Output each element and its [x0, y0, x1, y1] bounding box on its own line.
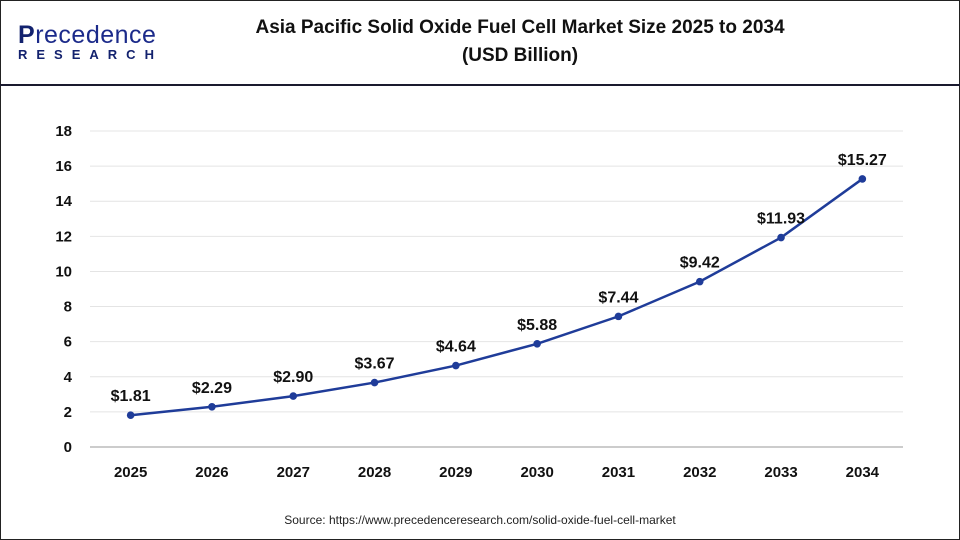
data-label: $1.81 — [111, 388, 151, 405]
data-point — [289, 392, 298, 400]
header: Precedence RESEARCH Asia Pacific Solid O… — [0, 0, 960, 86]
data-label: $5.88 — [517, 317, 557, 334]
data-point — [614, 312, 623, 321]
y-tick-label: 2 — [64, 404, 72, 421]
data-point — [695, 277, 704, 286]
series-line — [130, 177, 864, 417]
data-label: $7.44 — [598, 289, 638, 306]
y-tick-label: 6 — [64, 334, 72, 351]
x-tick-label: 2031 — [602, 464, 635, 481]
y-tick-label: 16 — [55, 158, 72, 175]
y-tick-label: 10 — [55, 263, 72, 280]
x-tick-label: 2033 — [764, 464, 797, 481]
data-point — [858, 175, 867, 183]
chart-title: Asia Pacific Solid Oxide Fuel Cell Marke… — [200, 14, 840, 70]
title-line1: Asia Pacific Solid Oxide Fuel Cell Marke… — [255, 17, 785, 38]
data-point — [777, 233, 785, 242]
logo-text: recedence — [35, 21, 157, 49]
data-point — [533, 339, 541, 348]
x-tick-label: 2025 — [114, 464, 147, 481]
data-label: $4.64 — [436, 339, 476, 356]
x-tick-label: 2028 — [358, 464, 391, 481]
y-tick-label: 18 — [55, 123, 72, 140]
data-point — [452, 361, 460, 370]
data-label: $2.90 — [273, 369, 313, 386]
y-tick-label: 14 — [55, 193, 72, 210]
x-tick-label: 2027 — [277, 464, 310, 481]
x-tick-label: 2030 — [520, 464, 553, 481]
x-tick-label: 2026 — [195, 464, 228, 481]
y-tick-label: 4 — [64, 369, 73, 386]
title-line2: (USD Billion) — [461, 45, 579, 66]
x-tick-label: 2029 — [439, 464, 472, 481]
x-tick-label: 2034 — [846, 464, 880, 481]
data-label: $2.29 — [192, 380, 232, 397]
data-label: $9.42 — [680, 255, 720, 272]
y-tick-label: 0 — [64, 439, 72, 456]
y-tick-label: 12 — [55, 228, 72, 245]
data-label: $15.27 — [838, 152, 887, 169]
data-label: $3.67 — [355, 356, 395, 373]
data-point — [208, 402, 216, 411]
data-point — [126, 411, 135, 420]
source-note: Source: https://www.precedenceresearch.c… — [284, 513, 676, 527]
data-point — [370, 378, 379, 387]
data-label: $11.93 — [757, 211, 805, 228]
y-tick-label: 8 — [64, 299, 72, 316]
x-tick-label: 2032 — [683, 464, 716, 481]
precedence-research-logo: Precedence RESEARCH — [18, 21, 163, 62]
